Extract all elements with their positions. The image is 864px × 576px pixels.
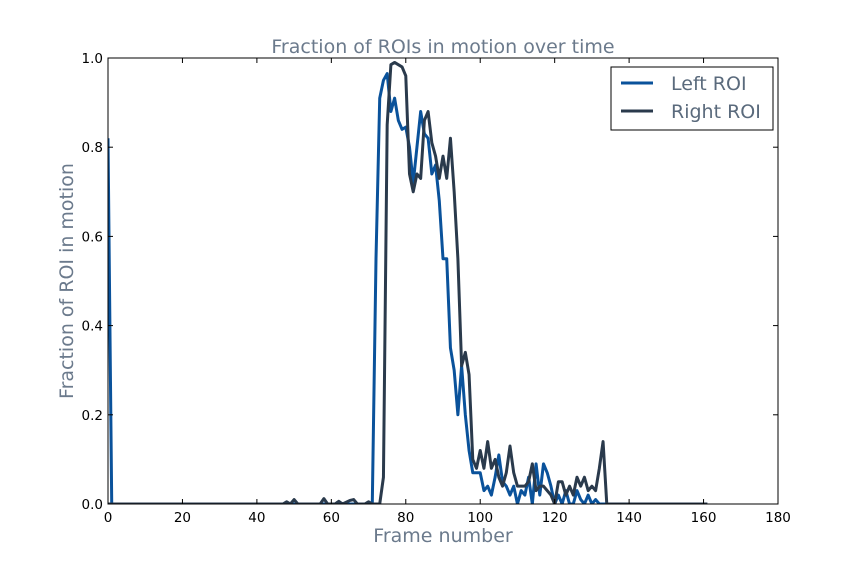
x-tick-label: 60 [323,510,340,526]
y-tick-label: 0.6 [82,229,103,245]
y-tick-label: 0.8 [82,140,103,156]
legend: Left ROI Right ROI [610,66,774,131]
series-line-left-roi [108,72,708,504]
legend-box [610,66,774,131]
x-tick-label: 100 [467,510,493,526]
x-tick-label: 160 [691,510,717,526]
x-tick-label: 80 [397,510,414,526]
y-tick-label: 0.2 [82,408,103,424]
y-tick-label: 0.4 [82,319,103,335]
x-tick-label: 140 [616,510,642,526]
y-axis-label: Fraction of ROI in motion [56,163,78,399]
y-tick-label: 1.0 [82,51,103,67]
plot-area-frame [107,57,779,505]
x-tick-label: 20 [174,510,191,526]
legend-label-left-roi: Left ROI [671,73,747,95]
x-axis-label: Frame number [373,525,513,547]
x-tick-label: 40 [248,510,265,526]
y-tick-label: 0.0 [82,497,103,513]
chart-title: Fraction of ROIs in motion over time [271,36,614,58]
series-line-right-roi [108,60,708,504]
x-tick-label: 120 [542,510,568,526]
x-tick-label: 180 [765,510,791,526]
legend-label-right-roi: Right ROI [671,101,761,123]
x-tick-label: 0 [104,510,113,526]
